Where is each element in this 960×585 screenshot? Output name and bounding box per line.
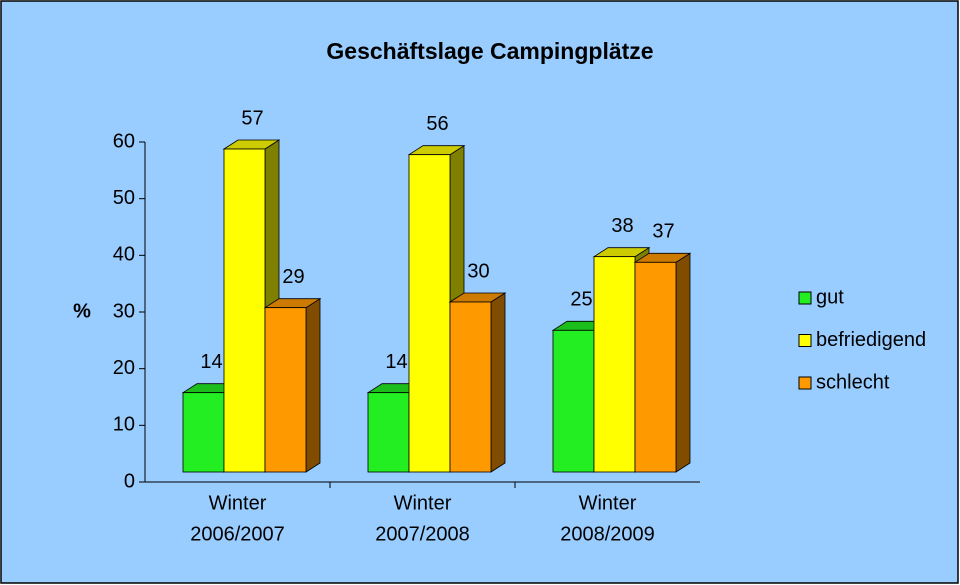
y-tick-label: 0 — [124, 470, 135, 492]
x-tick-label: Winter — [394, 492, 452, 514]
legend-label: schlecht — [816, 371, 890, 393]
data-label: 14 — [385, 351, 407, 373]
bar-front — [408, 154, 451, 473]
bar-front — [264, 307, 307, 473]
y-tick-label: 10 — [113, 414, 135, 436]
bar-side — [675, 252, 691, 473]
bar-front — [593, 256, 636, 473]
data-label: 56 — [426, 113, 448, 135]
y-tick-label: 40 — [113, 244, 135, 266]
bar — [263, 297, 322, 473]
x-tick-label: 2008/2009 — [560, 523, 655, 545]
bar-front — [223, 148, 266, 473]
data-label: 29 — [282, 266, 304, 288]
chart-title: Geschäftslage Campingplätze — [326, 38, 653, 64]
bar-front — [367, 392, 410, 473]
x-tick-label: 2006/2007 — [190, 523, 285, 545]
y-tick-label: 50 — [113, 187, 135, 209]
y-tick-label: 30 — [113, 300, 135, 322]
legend-swatch — [798, 334, 812, 347]
x-tick-label: 2007/2008 — [375, 523, 470, 545]
y-tick-label: 60 — [113, 130, 135, 152]
bar-front — [449, 301, 492, 473]
x-tick-label: Winter — [209, 492, 267, 514]
legend-label: befriedigend — [816, 329, 926, 351]
data-label: 38 — [611, 215, 633, 237]
bar — [448, 292, 507, 473]
legend-swatch — [798, 291, 812, 305]
data-label: 30 — [467, 260, 489, 282]
bar — [633, 252, 692, 473]
data-label: 37 — [652, 221, 674, 243]
data-label: 25 — [570, 289, 592, 311]
bar-front — [552, 329, 595, 473]
bar-front — [634, 261, 677, 473]
bar-side — [305, 297, 321, 473]
data-label: 57 — [241, 107, 263, 129]
bar-side — [490, 292, 506, 473]
y-axis-label: % — [73, 300, 91, 322]
bar-front — [182, 392, 225, 473]
x-tick-label: Winter — [579, 492, 637, 514]
legend-swatch — [798, 376, 812, 390]
legend-label: gut — [816, 286, 844, 308]
y-tick-label: 20 — [113, 357, 135, 379]
data-label: 14 — [200, 351, 222, 373]
